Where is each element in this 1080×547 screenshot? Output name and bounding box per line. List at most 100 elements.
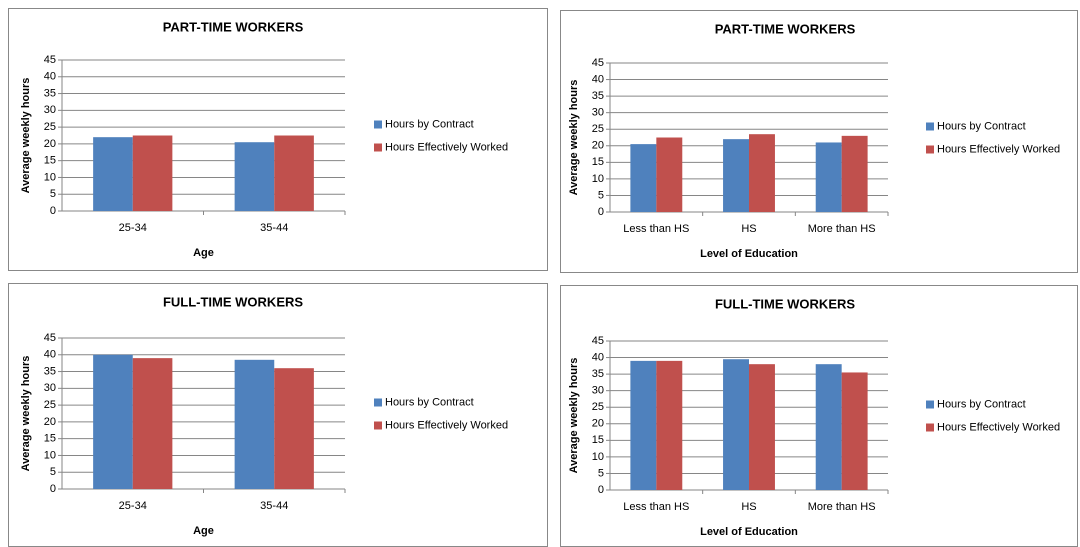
- y-tick-label: 45: [44, 54, 56, 66]
- y-tick-label: 45: [44, 332, 56, 344]
- y-tick-label: 25: [592, 401, 604, 413]
- y-tick-label: 5: [50, 466, 56, 478]
- x-tick-label: HS: [741, 501, 756, 513]
- y-tick-label: 0: [598, 484, 604, 496]
- bar: [815, 364, 842, 490]
- legend-label: Hours Effectively Worked: [385, 419, 508, 431]
- y-tick-label: 10: [44, 171, 56, 183]
- x-tick-label: Less than HS: [623, 223, 689, 235]
- y-tick-label: 40: [592, 351, 604, 363]
- chart: PART-TIME WORKERS 0 5 10 15 20 25 30 35 40 45 25-34…: [8, 8, 548, 271]
- bar: [749, 134, 775, 212]
- bar: [132, 135, 173, 211]
- y-axis-title: Average weekly hours: [20, 78, 32, 194]
- y-tick-label: 15: [592, 434, 604, 446]
- legend-swatch: [374, 143, 382, 152]
- y-tick-label: 30: [44, 104, 56, 116]
- legend-label: Hours by Contract: [937, 120, 1026, 132]
- legend-swatch: [374, 120, 382, 129]
- y-tick-label: 5: [50, 188, 56, 200]
- x-tick-label: 25-34: [119, 222, 147, 234]
- legend-swatch: [374, 398, 382, 407]
- legend-swatch: [926, 145, 934, 154]
- y-tick-label: 15: [592, 156, 604, 168]
- x-axis-title: Age: [193, 247, 214, 259]
- x-axis-title: Age: [193, 525, 214, 537]
- legend-label: Hours Effectively Worked: [937, 143, 1060, 155]
- legend-label: Hours Effectively Worked: [385, 141, 508, 153]
- y-tick-label: 0: [598, 206, 604, 218]
- bar: [234, 359, 275, 489]
- y-tick-label: 20: [44, 138, 56, 150]
- legend-swatch: [926, 423, 934, 432]
- y-tick-label: 35: [592, 90, 604, 102]
- legend-swatch: [374, 421, 382, 430]
- y-tick-label: 40: [592, 73, 604, 85]
- y-tick-label: 5: [598, 467, 604, 479]
- y-tick-label: 45: [592, 335, 604, 347]
- bar: [656, 360, 683, 490]
- x-tick-label: Less than HS: [623, 501, 689, 513]
- bar: [630, 360, 657, 490]
- bar: [656, 137, 683, 212]
- bar: [841, 372, 868, 490]
- y-tick-label: 35: [44, 87, 56, 99]
- bar: [723, 139, 749, 212]
- x-axis-title: Level of Education: [700, 526, 798, 538]
- y-axis-title: Average weekly hours: [20, 356, 32, 472]
- legend-label: Hours Effectively Worked: [937, 421, 1060, 433]
- legend-swatch: [926, 122, 934, 131]
- y-tick-label: 10: [44, 449, 56, 461]
- x-tick-label: 25-34: [119, 500, 147, 512]
- y-tick-label: 35: [592, 368, 604, 380]
- chart: FULL-TIME WORKERS 0 5 10 15 20 25 30 35 40 45 Less …: [560, 285, 1078, 547]
- chart-title: PART-TIME WORKERS: [715, 21, 856, 36]
- y-tick-label: 45: [592, 57, 604, 69]
- y-tick-label: 20: [44, 416, 56, 428]
- x-axis-title: Level of Education: [700, 248, 798, 260]
- x-tick-label: 35-44: [260, 222, 288, 234]
- y-tick-label: 15: [44, 155, 56, 167]
- x-tick-label: More than HS: [808, 501, 876, 513]
- y-tick-label: 40: [44, 349, 56, 361]
- y-tick-label: 10: [592, 451, 604, 463]
- chart-title: FULL-TIME WORKERS: [715, 296, 855, 311]
- y-tick-label: 20: [592, 140, 604, 152]
- bar: [93, 137, 133, 211]
- bar: [274, 368, 314, 489]
- bar: [749, 364, 775, 490]
- legend-label: Hours by Contract: [385, 396, 474, 408]
- bar: [630, 144, 657, 212]
- bar: [93, 354, 133, 489]
- bar: [815, 142, 842, 212]
- y-tick-label: 15: [44, 433, 56, 445]
- y-tick-label: 30: [592, 385, 604, 397]
- chart-title: PART-TIME WORKERS: [163, 19, 304, 34]
- y-axis-title: Average weekly hours: [568, 358, 580, 474]
- y-tick-label: 25: [592, 123, 604, 135]
- bar: [132, 358, 173, 489]
- x-tick-label: 35-44: [260, 500, 288, 512]
- bar: [234, 142, 275, 211]
- bar: [723, 359, 749, 490]
- x-tick-label: HS: [741, 223, 756, 235]
- y-tick-label: 40: [44, 71, 56, 83]
- x-tick-label: More than HS: [808, 223, 876, 235]
- bar: [841, 135, 868, 212]
- y-tick-label: 30: [44, 382, 56, 394]
- y-tick-label: 0: [50, 205, 56, 217]
- bar: [274, 135, 314, 211]
- y-axis-title: Average weekly hours: [568, 80, 580, 196]
- y-tick-label: 0: [50, 483, 56, 495]
- y-tick-label: 25: [44, 399, 56, 411]
- legend-label: Hours by Contract: [937, 398, 1026, 410]
- y-tick-label: 35: [44, 365, 56, 377]
- y-tick-label: 5: [598, 189, 604, 201]
- y-tick-label: 10: [592, 173, 604, 185]
- legend-label: Hours by Contract: [385, 118, 474, 130]
- legend-swatch: [926, 400, 934, 409]
- chart: PART-TIME WORKERS 0 5 10 15 20 25 30 35 40 45 Less …: [560, 10, 1078, 273]
- y-tick-label: 25: [44, 121, 56, 133]
- chart-border: [560, 10, 1078, 273]
